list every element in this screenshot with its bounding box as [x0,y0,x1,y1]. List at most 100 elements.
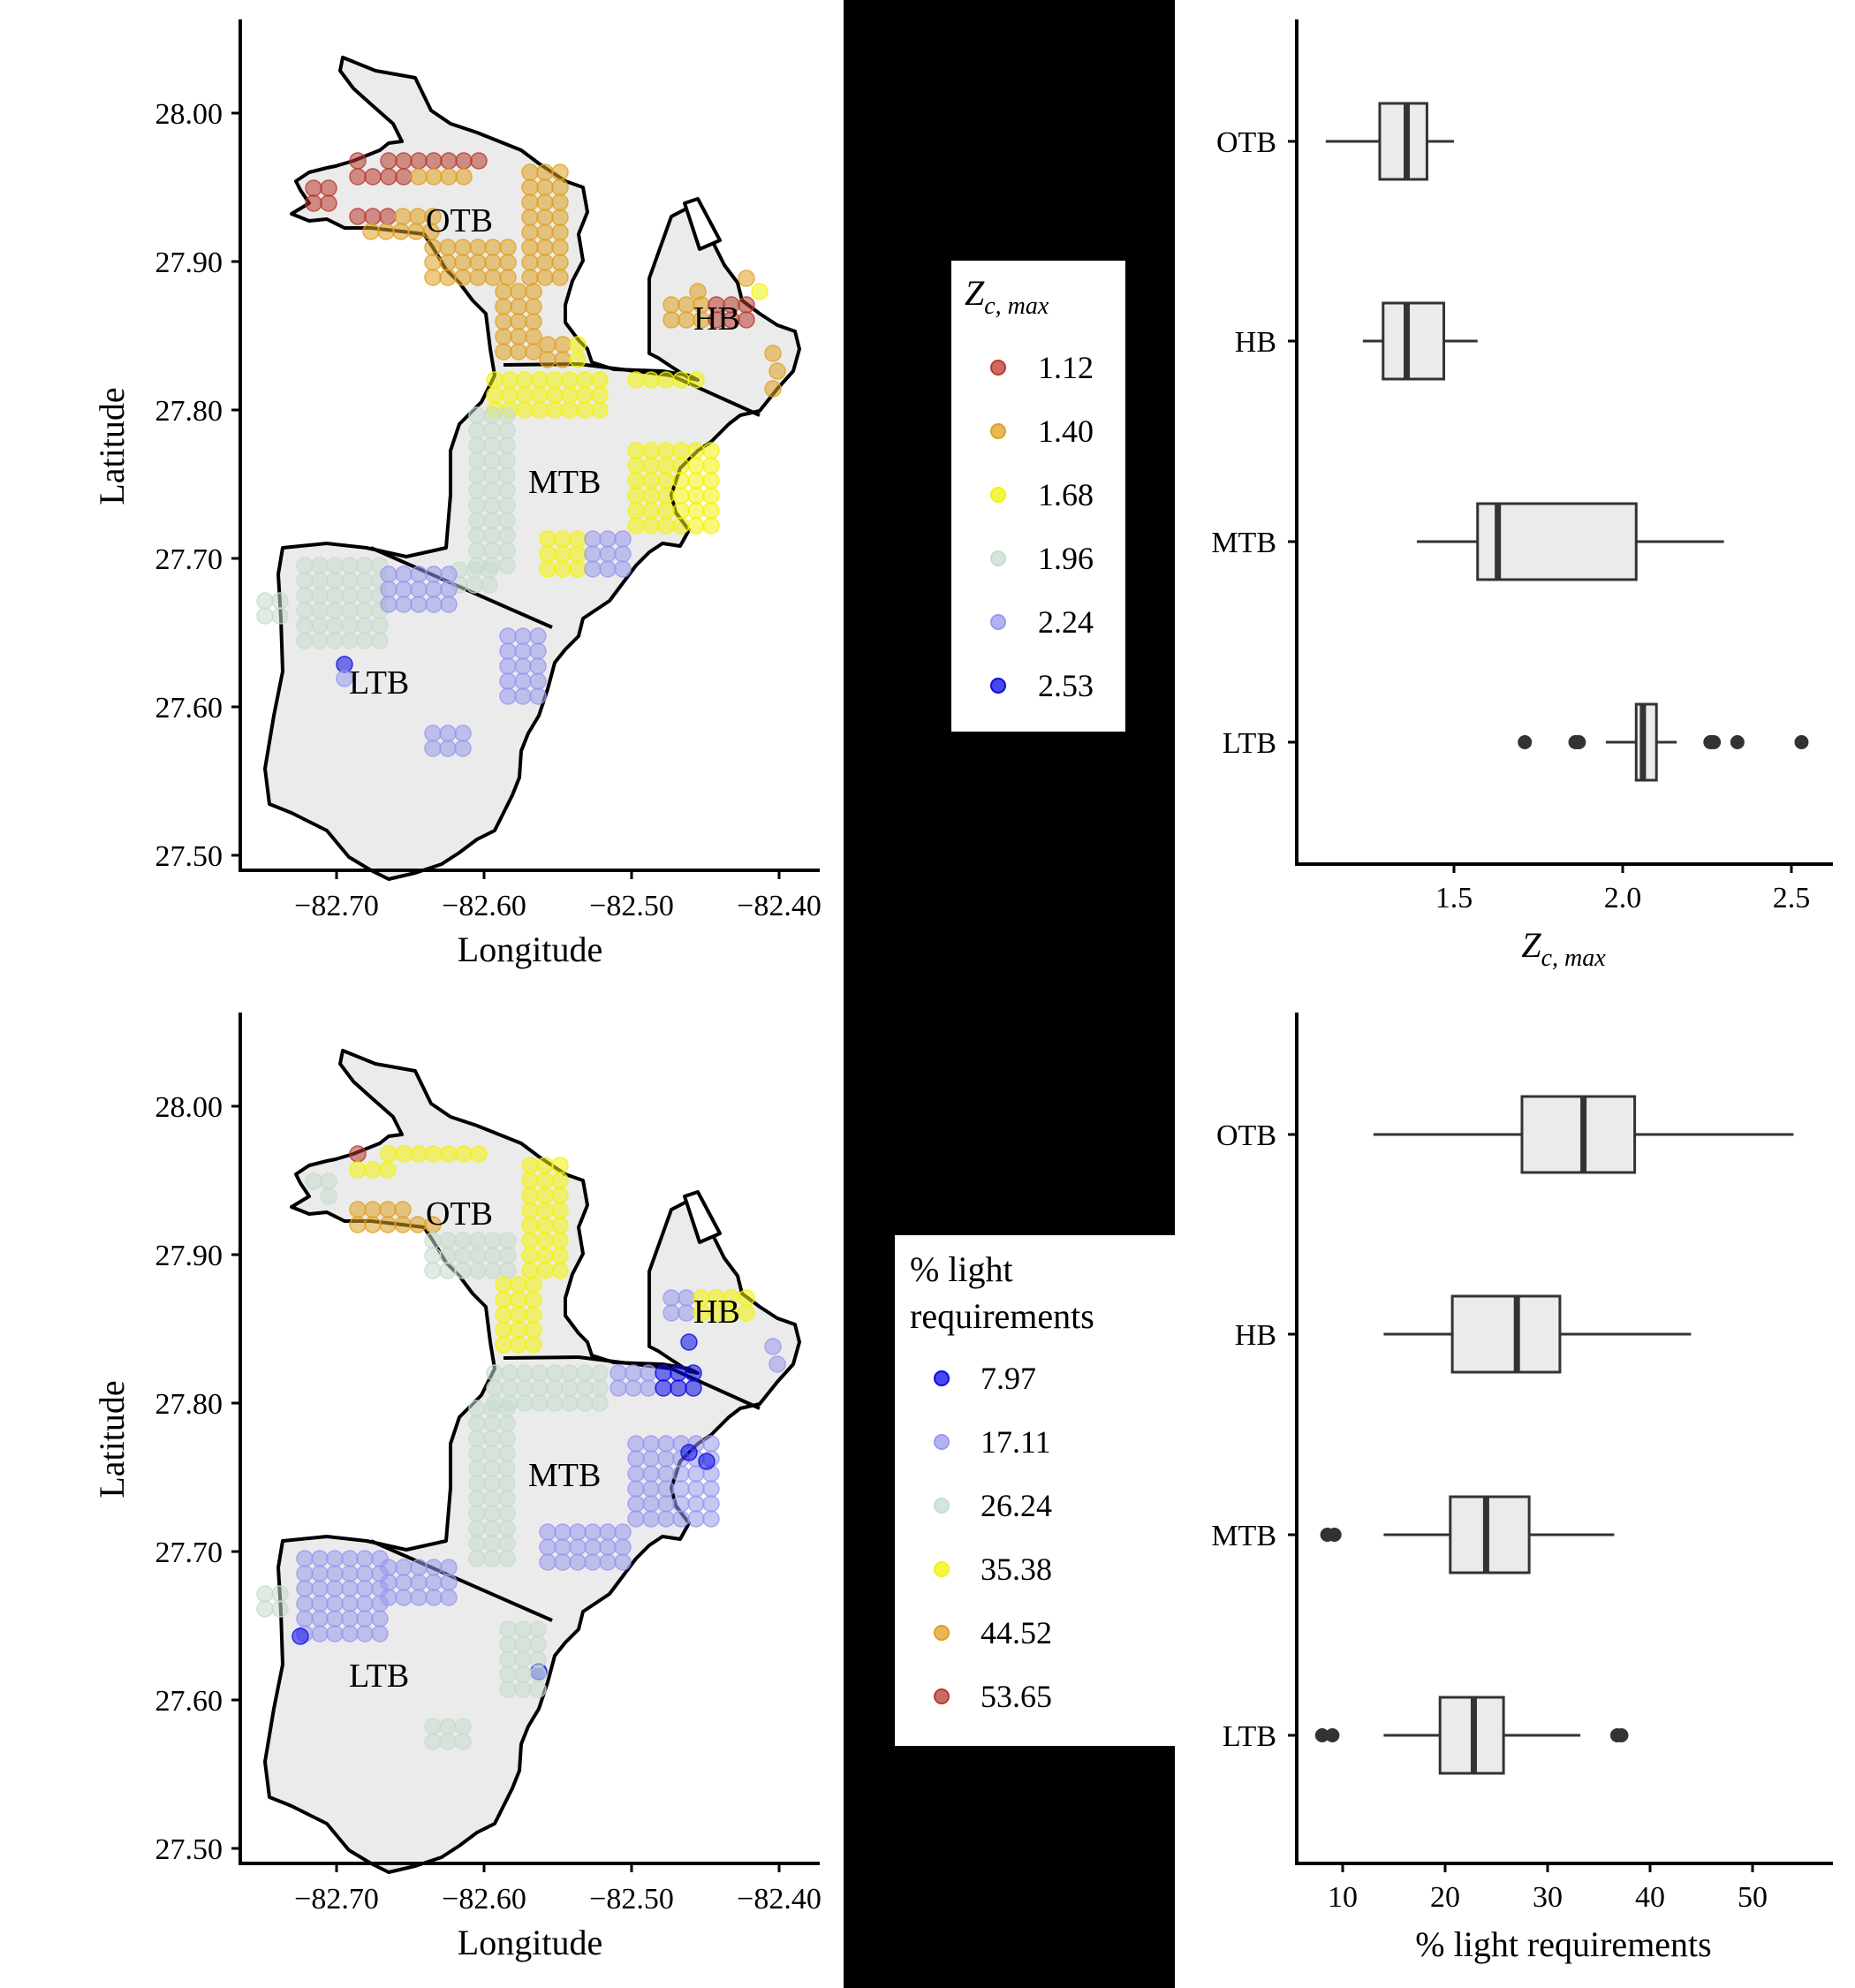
sample-point [311,602,329,619]
sample-point [551,1262,569,1279]
sample-point [410,580,428,598]
x-axis-label-boxplot-bottom: % light requirements [1415,1924,1711,1964]
sample-point [498,1550,516,1567]
sample-point [531,1364,549,1382]
sample-point [529,642,547,660]
sample-point [311,1565,329,1582]
outlier-point [1314,1728,1329,1742]
sample-point [296,557,314,574]
legend-title-sub: c, max [984,292,1049,320]
sample-point [554,530,572,548]
category-label: HB [1235,326,1276,359]
sample-point [320,179,337,197]
sample-point [425,596,443,613]
sample-point [764,380,782,398]
sample-point [627,487,645,505]
sample-point [320,1187,337,1205]
sample-point [521,1217,539,1234]
sample-point [483,527,501,544]
sample-point [311,1550,329,1567]
sample-point [470,152,488,170]
sample-point [672,442,690,459]
sample-point [326,617,344,634]
sample-point [687,1495,705,1513]
sample-point [536,1202,554,1219]
sample-point [738,311,755,329]
sample-point [483,1430,501,1447]
sample-point [536,1232,554,1249]
sample-point [525,298,542,315]
sample-point [486,1379,504,1397]
sample-point [468,512,486,529]
sample-point [610,1379,627,1397]
sample-point [484,1232,502,1249]
sample-point [371,632,389,649]
sample-point [551,163,569,181]
sample-point [662,296,680,314]
sample-point [468,1430,486,1447]
sample-point [521,269,539,286]
sample-point [672,1510,690,1528]
sample-point [591,386,609,404]
x-tick-label: −82.60 [442,890,526,922]
legend-label: 17.11 [980,1424,1051,1460]
sample-point [305,179,322,197]
sample-point [576,1364,594,1382]
sample-point [655,1379,672,1397]
sample-point [539,530,556,548]
sample-point [642,1510,660,1528]
sample-point [468,527,486,544]
sample-point [599,545,617,563]
sample-point [499,269,517,286]
sample-point [657,1495,675,1513]
sample-point [510,343,527,360]
sample-point [554,545,572,563]
sample-point [525,1276,542,1294]
sample-point [670,1364,687,1382]
sample-point [483,406,501,424]
sample-point [424,740,442,757]
sample-point [531,371,549,389]
sample-point [483,1400,501,1417]
sample-point [614,1523,632,1541]
sample-point [510,1276,527,1294]
sample-point [439,1262,457,1279]
legend-label: 26.24 [980,1488,1052,1523]
sample-point [498,1475,516,1492]
sample-point [410,1559,428,1576]
sample-point [702,487,720,505]
sample-point [551,1232,569,1249]
x-axis-label-sub: c, max [1541,945,1607,972]
sample-point [536,193,554,211]
sample-point [468,1445,486,1462]
outlier-point [1730,735,1745,749]
sample-point [440,1559,458,1576]
sample-point [296,602,314,619]
x-tick-label: 20 [1430,1881,1460,1914]
sample-point [498,467,516,484]
sample-point [657,472,675,489]
sample-point [751,283,768,300]
sample-point [591,401,609,419]
sample-point [341,1625,359,1643]
sample-point [468,1550,486,1567]
sample-point [483,451,501,469]
sample-point [454,740,472,757]
x-tick-label: −82.70 [294,1883,379,1916]
sample-point [627,1450,645,1468]
sample-point [672,1495,690,1513]
legend-label: 7.97 [980,1361,1036,1396]
sample-point [499,672,517,690]
sample-point [539,1523,556,1541]
sample-point [614,545,632,563]
data-points-bottom [256,1145,786,1750]
x-ticks-boxplot-bottom: 10 20 30 40 50 [1328,1863,1768,1914]
sample-point [379,1161,397,1179]
sample-point [371,617,389,634]
sample-point [349,168,367,186]
sample-point [764,345,782,362]
sample-point [439,1247,457,1264]
sample-point [394,1201,412,1218]
sample-point [341,1610,359,1628]
